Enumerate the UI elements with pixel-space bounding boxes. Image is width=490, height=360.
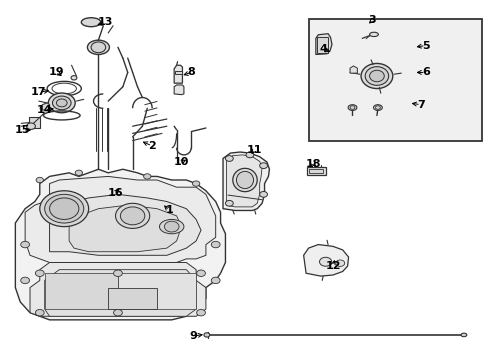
- Polygon shape: [304, 244, 348, 276]
- Ellipse shape: [52, 96, 71, 110]
- Ellipse shape: [260, 163, 268, 168]
- Ellipse shape: [114, 310, 122, 316]
- Ellipse shape: [196, 310, 205, 316]
- Ellipse shape: [91, 42, 106, 53]
- Ellipse shape: [233, 168, 257, 192]
- Ellipse shape: [114, 270, 122, 276]
- Ellipse shape: [319, 257, 332, 266]
- Polygon shape: [25, 176, 216, 262]
- Text: 17: 17: [31, 87, 47, 97]
- Polygon shape: [350, 66, 357, 73]
- Polygon shape: [226, 155, 262, 207]
- Ellipse shape: [35, 310, 44, 316]
- Ellipse shape: [71, 76, 77, 80]
- Ellipse shape: [196, 270, 205, 276]
- Ellipse shape: [365, 67, 389, 85]
- Ellipse shape: [26, 123, 35, 130]
- Ellipse shape: [164, 221, 179, 232]
- Ellipse shape: [75, 170, 82, 176]
- Polygon shape: [42, 103, 49, 110]
- Text: 12: 12: [325, 261, 341, 271]
- Ellipse shape: [36, 177, 44, 183]
- Ellipse shape: [49, 93, 75, 113]
- Polygon shape: [316, 34, 332, 54]
- Bar: [174, 71, 182, 74]
- Ellipse shape: [225, 156, 233, 161]
- Ellipse shape: [211, 277, 220, 284]
- Ellipse shape: [81, 18, 101, 27]
- Ellipse shape: [461, 333, 467, 337]
- Ellipse shape: [369, 70, 384, 82]
- Ellipse shape: [237, 171, 253, 189]
- Text: 5: 5: [422, 41, 430, 50]
- Text: 10: 10: [174, 157, 189, 167]
- Text: 18: 18: [306, 159, 321, 169]
- Text: 6: 6: [422, 67, 430, 77]
- Ellipse shape: [211, 241, 220, 248]
- Polygon shape: [45, 273, 118, 309]
- Ellipse shape: [369, 32, 378, 37]
- Ellipse shape: [260, 192, 268, 197]
- Ellipse shape: [87, 40, 109, 54]
- Ellipse shape: [246, 152, 254, 158]
- Ellipse shape: [159, 220, 184, 234]
- Text: 13: 13: [98, 17, 113, 27]
- Text: 11: 11: [247, 144, 263, 154]
- Ellipse shape: [144, 174, 151, 179]
- Polygon shape: [174, 85, 184, 95]
- Text: 4: 4: [319, 44, 327, 54]
- Ellipse shape: [348, 105, 357, 111]
- Polygon shape: [45, 270, 196, 316]
- Ellipse shape: [193, 181, 200, 186]
- Ellipse shape: [373, 105, 382, 111]
- Text: 8: 8: [187, 67, 195, 77]
- Ellipse shape: [21, 241, 29, 248]
- Ellipse shape: [121, 207, 145, 225]
- Text: 3: 3: [368, 15, 376, 26]
- Text: 15: 15: [15, 125, 30, 135]
- Text: 14: 14: [37, 105, 52, 115]
- Ellipse shape: [49, 198, 79, 220]
- Bar: [309, 19, 482, 140]
- Ellipse shape: [56, 99, 67, 107]
- Ellipse shape: [225, 201, 233, 206]
- Bar: [318, 37, 328, 53]
- Bar: [108, 288, 157, 309]
- Polygon shape: [223, 152, 270, 211]
- Text: 7: 7: [417, 100, 425, 110]
- Text: 2: 2: [148, 141, 156, 151]
- Ellipse shape: [336, 260, 344, 266]
- Text: 19: 19: [49, 67, 65, 77]
- Polygon shape: [15, 169, 225, 320]
- Text: 16: 16: [108, 188, 123, 198]
- Ellipse shape: [35, 270, 44, 276]
- Polygon shape: [49, 194, 201, 255]
- Bar: [307, 167, 326, 175]
- Ellipse shape: [375, 106, 380, 109]
- Ellipse shape: [350, 106, 355, 109]
- Ellipse shape: [116, 203, 150, 228]
- Ellipse shape: [45, 194, 84, 223]
- Polygon shape: [174, 65, 182, 83]
- Bar: [29, 117, 40, 128]
- Polygon shape: [30, 262, 206, 316]
- Ellipse shape: [40, 191, 89, 226]
- Ellipse shape: [204, 333, 210, 337]
- Text: 1: 1: [166, 206, 173, 216]
- Text: 9: 9: [190, 331, 197, 341]
- Ellipse shape: [21, 277, 29, 284]
- Polygon shape: [69, 205, 181, 252]
- Bar: [309, 168, 323, 173]
- Polygon shape: [118, 273, 196, 309]
- Ellipse shape: [361, 63, 393, 89]
